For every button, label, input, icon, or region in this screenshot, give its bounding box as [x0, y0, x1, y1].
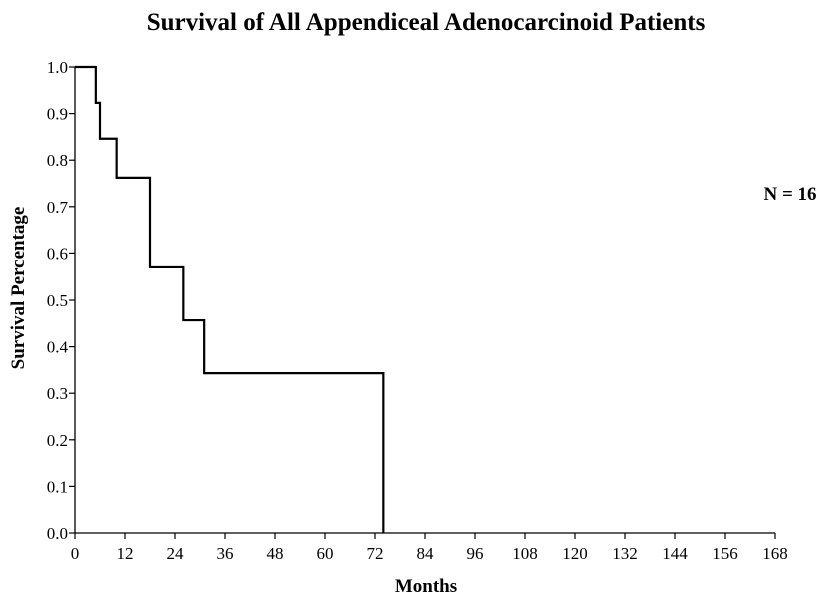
x-tick-label: 12 — [117, 544, 134, 563]
x-tick-label: 156 — [712, 544, 738, 563]
y-tick-label: 0.6 — [47, 244, 68, 263]
x-tick-label: 168 — [762, 544, 788, 563]
y-tick-label: 0.8 — [47, 151, 68, 170]
sample-size-annotation: N = 16 — [763, 184, 816, 205]
x-tick-label: 120 — [562, 544, 588, 563]
chart-title: Survival of All Appendiceal Adenocarcino… — [147, 9, 706, 36]
x-tick-label: 132 — [612, 544, 638, 563]
y-tick-label: 0.0 — [47, 524, 68, 543]
x-tick-label: 72 — [367, 544, 384, 563]
survival-step-line — [75, 65, 385, 533]
y-axis-ticks: 0.0 0.1 0.2 0.3 0.4 0.5 0.6 0.7 0.8 0.9 1.0 — [47, 58, 75, 543]
x-tick-label: 96 — [467, 544, 484, 563]
x-tick-label: 60 — [317, 544, 334, 563]
y-tick-label: 0.4 — [47, 338, 69, 357]
y-tick-label: 0.7 — [47, 198, 69, 217]
x-tick-label: 36 — [217, 544, 234, 563]
x-tick-label: 84 — [417, 544, 435, 563]
x-tick-label: 144 — [662, 544, 688, 563]
x-tick-label: 0 — [71, 544, 80, 563]
y-tick-label: 1.0 — [47, 58, 68, 77]
x-tick-label: 48 — [267, 544, 284, 563]
x-axis-label: Months — [395, 576, 457, 597]
y-tick-label: 0.3 — [47, 384, 68, 403]
x-tick-label: 24 — [167, 544, 185, 563]
y-axis-label: Survival Percentage — [8, 207, 29, 370]
y-tick-label: 0.9 — [47, 105, 68, 124]
y-tick-label: 0.1 — [47, 477, 68, 496]
x-tick-label: 108 — [512, 544, 538, 563]
x-axis-ticks: 0 12 24 36 48 60 72 84 96 108 120 132 144 156 168 — [71, 533, 788, 563]
y-tick-label: 0.5 — [47, 291, 68, 310]
y-tick-label: 0.2 — [47, 431, 68, 450]
survival-series — [75, 65, 385, 533]
